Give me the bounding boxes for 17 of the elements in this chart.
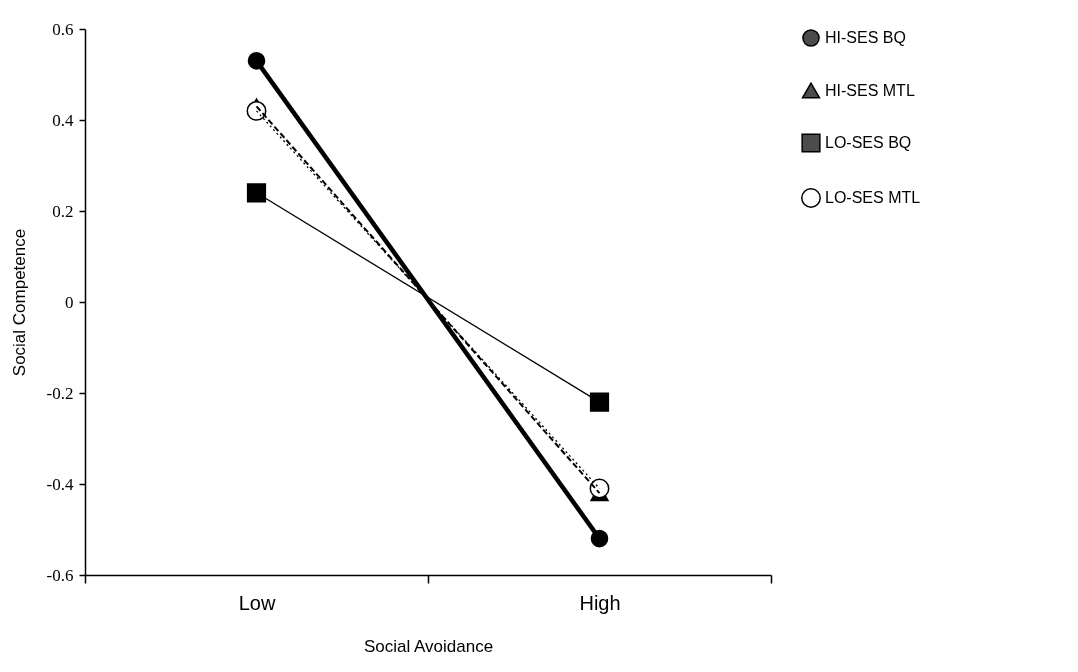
point [246, 183, 267, 203]
y-tick-label: 0.4 [52, 110, 74, 130]
legend-label: HI-SES BQ [825, 29, 906, 46]
y-tick-label: -0.4 [46, 474, 74, 494]
point [589, 392, 610, 412]
y-tick-label: 0 [65, 292, 74, 312]
y-tick-label: 0.6 [52, 19, 74, 39]
x-axis-title: Social Avoidance [363, 636, 494, 656]
x-tick-label: Low [238, 591, 276, 614]
y-tick-label: -0.6 [46, 565, 74, 585]
y-axis-title: Social Competence [9, 228, 29, 377]
x-tick-label: High [579, 591, 621, 614]
legend-label: LO-SES MTL [825, 189, 921, 206]
legend-label: HI-SES MTL [825, 81, 915, 99]
legend-label: LO-SES BQ [825, 134, 912, 151]
y-tick-label: -0.2 [46, 383, 74, 403]
y-tick-label: 0.2 [52, 201, 74, 221]
